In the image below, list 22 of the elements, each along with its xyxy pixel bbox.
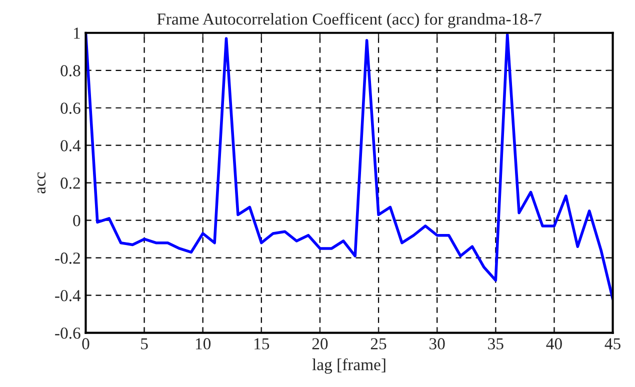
y-tick-label: 0.8	[60, 65, 80, 76]
y-tick-label: -0.4	[55, 290, 81, 302]
x-tick-label: 0	[82, 338, 90, 350]
x-tick-label: 20	[312, 338, 328, 350]
x-tick-label: 15	[254, 338, 270, 350]
x-tick-label: 30	[430, 338, 445, 350]
y-tick-label: 0.6	[60, 102, 80, 114]
chart-title: Frame Autocorrelation Coefficent (acc) for grandma-18-7	[157, 12, 542, 28]
x-tick-label: 40	[546, 338, 562, 350]
x-tick-label: 10	[196, 338, 211, 350]
x-tick-label: 5	[141, 338, 148, 350]
y-axis-title: acc	[38, 172, 46, 194]
y-tick-label: -0.2	[55, 252, 80, 264]
y-tick-label: 0.4	[60, 140, 81, 152]
x-tick-label: 45	[604, 338, 620, 350]
y-tick-label: 0.2	[60, 178, 80, 189]
y-tick-label: 1	[74, 28, 80, 39]
x-tick-label: 25	[370, 338, 386, 350]
y-tick-label: 0	[73, 215, 80, 226]
x-tick-label: 35	[488, 338, 504, 350]
y-tick-label: -0.6	[55, 328, 80, 339]
x-axis-title: lag [frame]	[312, 358, 386, 374]
